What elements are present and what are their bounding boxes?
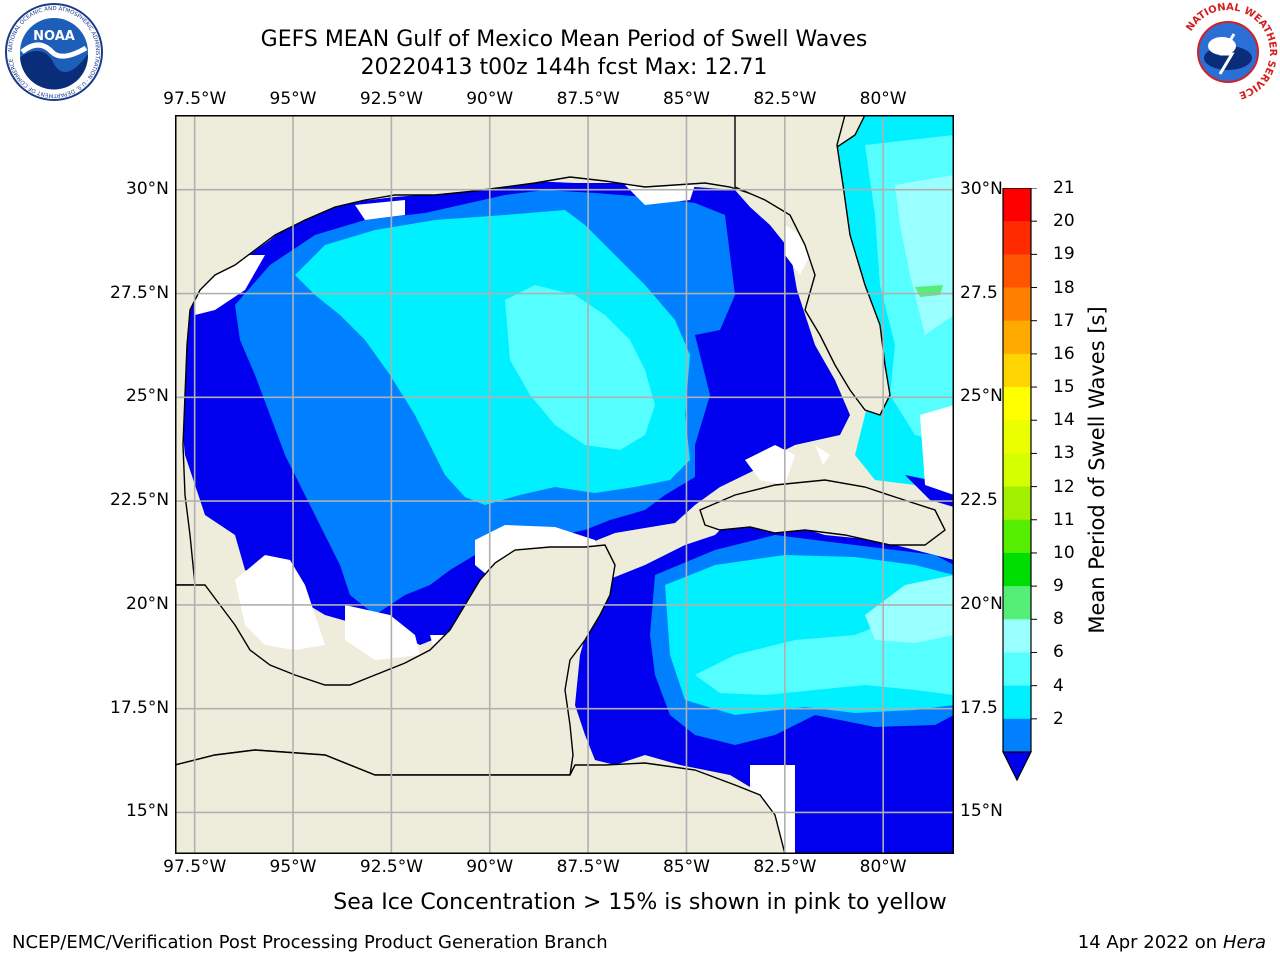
longitude-label-top: 80°W (859, 89, 907, 109)
sea-ice-caption: Sea Ice Concentration > 15% is shown in … (333, 890, 947, 915)
longitude-label-bottom: 97.5°W (163, 857, 227, 877)
noaa-logo: NATIONAL OCEANIC AND ATMOSPHERIC ADMINIS… (5, 3, 103, 101)
colorbar-tick-label: 8 (1053, 609, 1064, 630)
colorbar-tick-label: 13 (1053, 443, 1075, 464)
longitude-label-top: 82.5°W (753, 89, 817, 109)
latitude-label-right: 17.5 (960, 697, 998, 718)
colorbar-tick-label: 15 (1053, 377, 1075, 398)
footer-date-text: 14 Apr 2022 on (1077, 932, 1223, 953)
colorbar-segment (1003, 353, 1031, 388)
latitude-label-right: 25°N (960, 386, 1003, 407)
colorbar-tick-label: 4 (1053, 675, 1064, 696)
map-title: GEFS MEAN Gulf of Mexico Mean Period of … (260, 27, 868, 52)
colorbar-tick-label: 12 (1053, 476, 1075, 497)
latitude-label-left: 27.5°N (110, 282, 170, 303)
caribbean-ocean-pale (865, 575, 954, 643)
colorbar-segment (1003, 619, 1031, 653)
latitude-label-right: 30°N (960, 178, 1003, 199)
colorbar-segment (1003, 254, 1031, 289)
longitude-label-bottom: 95°W (269, 857, 317, 877)
longitude-label-top: 97.5°W (163, 89, 227, 109)
colorbar-segment (1003, 586, 1031, 620)
colorbar-label: Mean Period of Swell Waves [s] (1085, 306, 1109, 634)
colorbar-tick-label: 17 (1053, 310, 1075, 331)
caribbean-ocean-light-cyan (695, 595, 954, 695)
colorbar-tick-label: 16 (1053, 343, 1075, 364)
colorbar-segment (1003, 652, 1031, 687)
colorbar-frame (1002, 188, 1032, 752)
colorbar-segment (1003, 552, 1031, 587)
noaa-logo-text: NOAA (33, 29, 75, 44)
gridlines (175, 115, 954, 854)
longitude-label-bottom: 82.5°W (753, 857, 817, 877)
gulf-ocean-light-cyan (505, 285, 655, 450)
footer-host: Hera (1222, 932, 1266, 953)
longitude-label-bottom: 80°W (859, 857, 907, 877)
latitude-label-right: 27.5 (960, 282, 998, 303)
colorbar-tick-label: 21 (1053, 178, 1075, 198)
longitude-label-top: 92.5°W (359, 89, 424, 109)
colorbar-segment (1003, 188, 1031, 222)
colorbar-segment (1003, 287, 1031, 322)
colorbar-tick-label: 14 (1053, 410, 1075, 431)
map-frame (175, 115, 954, 854)
longitude-label-top: 90°W (466, 89, 514, 109)
colorbar-segment (1003, 685, 1031, 720)
footer-date: 14 Apr 2022 on Hera (1078, 932, 1266, 953)
colorbar (1002, 188, 1037, 782)
latitude-label-left: 25°N (126, 386, 169, 407)
colorbar-tick-label: 20 (1053, 211, 1075, 232)
footer-credit: NCEP/EMC/Verification Post Processing Pr… (12, 932, 608, 953)
latitude-label-right: 20°N (960, 593, 1003, 614)
colorbar-segment (1003, 453, 1031, 488)
colorbar-tick-label: 10 (1053, 542, 1075, 563)
colorbar-segment (1003, 320, 1031, 355)
colorbar-tick-label: 6 (1053, 642, 1064, 663)
latitude-label-right: 15°N (960, 801, 1003, 822)
colorbar-extend-triangle (1002, 751, 1032, 782)
longitude-label-top: 87.5°W (556, 89, 620, 109)
colorbar-tick-label: 9 (1053, 576, 1064, 597)
latitude-label-left: 30°N (126, 178, 169, 199)
colorbar-tick-label: 19 (1053, 244, 1075, 265)
colorbar-segment (1003, 519, 1031, 554)
longitude-label-bottom: 85°W (662, 857, 710, 877)
latitude-label-left: 20°N (126, 593, 169, 614)
latitude-label-left: 17.5°N (110, 697, 170, 718)
gulf-of-mexico-map (175, 115, 954, 854)
colorbar-segment (1003, 718, 1031, 753)
longitude-label-bottom: 92.5°W (359, 857, 424, 877)
latitude-label-right: 22.5 (960, 490, 998, 511)
central-america (175, 749, 786, 854)
nws-logo: NATIONAL WEATHER SERVICE (1178, 2, 1278, 102)
latitude-label-left: 15°N (126, 801, 169, 822)
coastlines (175, 115, 946, 854)
colorbar-segment (1003, 486, 1031, 521)
latitude-label-left: 22.5°N (110, 490, 170, 511)
longitude-label-top: 85°W (662, 89, 710, 109)
colorbar-segment (1003, 221, 1031, 255)
map-subtitle: 20220413 t00z 144h fcst Max: 12.71 (360, 55, 768, 80)
longitude-label-bottom: 90°W (466, 857, 514, 877)
colorbar-tick-label: 11 (1053, 509, 1075, 530)
longitude-label-bottom: 87.5°W (556, 857, 620, 877)
longitude-label-top: 95°W (269, 89, 317, 109)
colorbar-tick-label: 2 (1053, 708, 1064, 729)
colorbar-segment (1003, 420, 1031, 454)
colorbar-segment (1003, 387, 1031, 421)
colorbar-tick-label: 18 (1053, 277, 1075, 298)
